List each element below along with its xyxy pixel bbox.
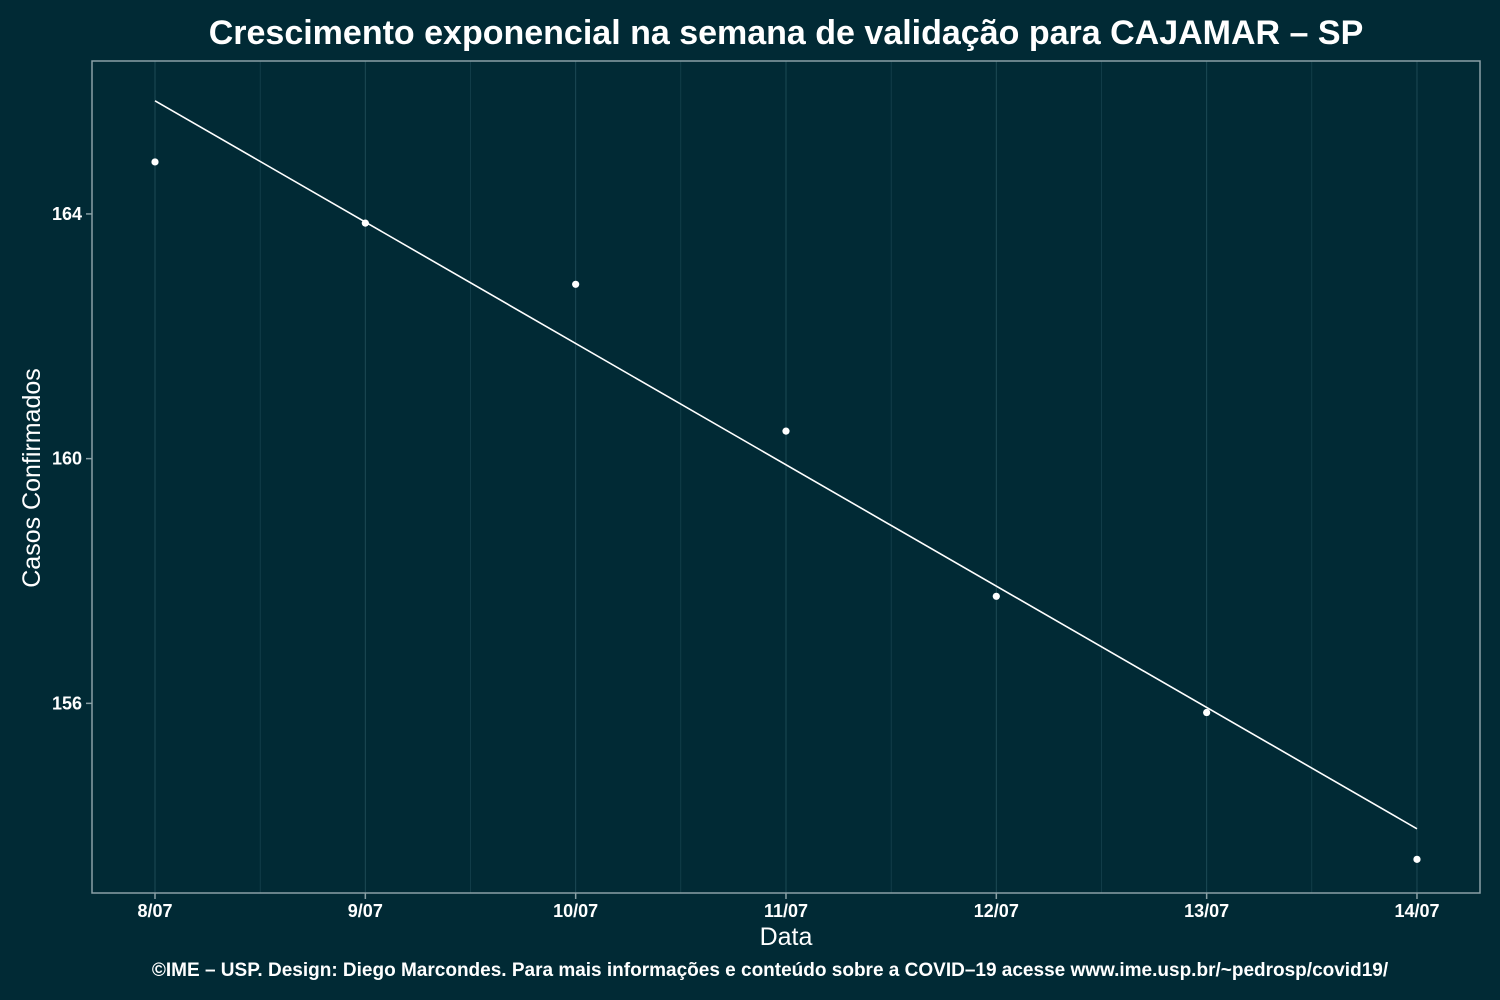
y-axis-title: Casos Confirmados [18,368,46,588]
data-point [151,158,159,166]
data-point [1203,708,1211,717]
data-point [1413,855,1421,863]
y-tick-label: 164 [52,204,82,224]
x-tick-label: 9/07 [348,901,383,921]
data-point [992,592,1000,600]
chart-title: Crescimento exponencial na semana de val… [209,14,1364,52]
data-layer [151,100,1421,863]
data-point [361,219,369,227]
x-axis-ticks: 8/07 9/07 10/07 11/07 12/07 13/07 14/07 [137,893,1440,921]
x-tick-label: 8/07 [137,901,172,921]
grid-layer [154,61,1418,893]
x-tick-label: 11/07 [764,901,808,921]
x-tick-label: 13/07 [1184,901,1229,921]
data-point [572,280,580,288]
x-tick-label: 12/07 [974,901,1019,921]
y-tick-label: 156 [52,693,82,713]
y-axis-ticks: 156 160 164 [52,204,92,713]
y-tick-label: 160 [52,449,82,469]
footer-credit: ©IME – USP. Design: Diego Marcondes. Par… [152,960,1389,981]
x-tick-label: 10/07 [553,901,598,921]
data-point [782,427,790,435]
x-axis-title: Data [760,923,813,951]
x-tick-label: 14/07 [1394,901,1439,921]
